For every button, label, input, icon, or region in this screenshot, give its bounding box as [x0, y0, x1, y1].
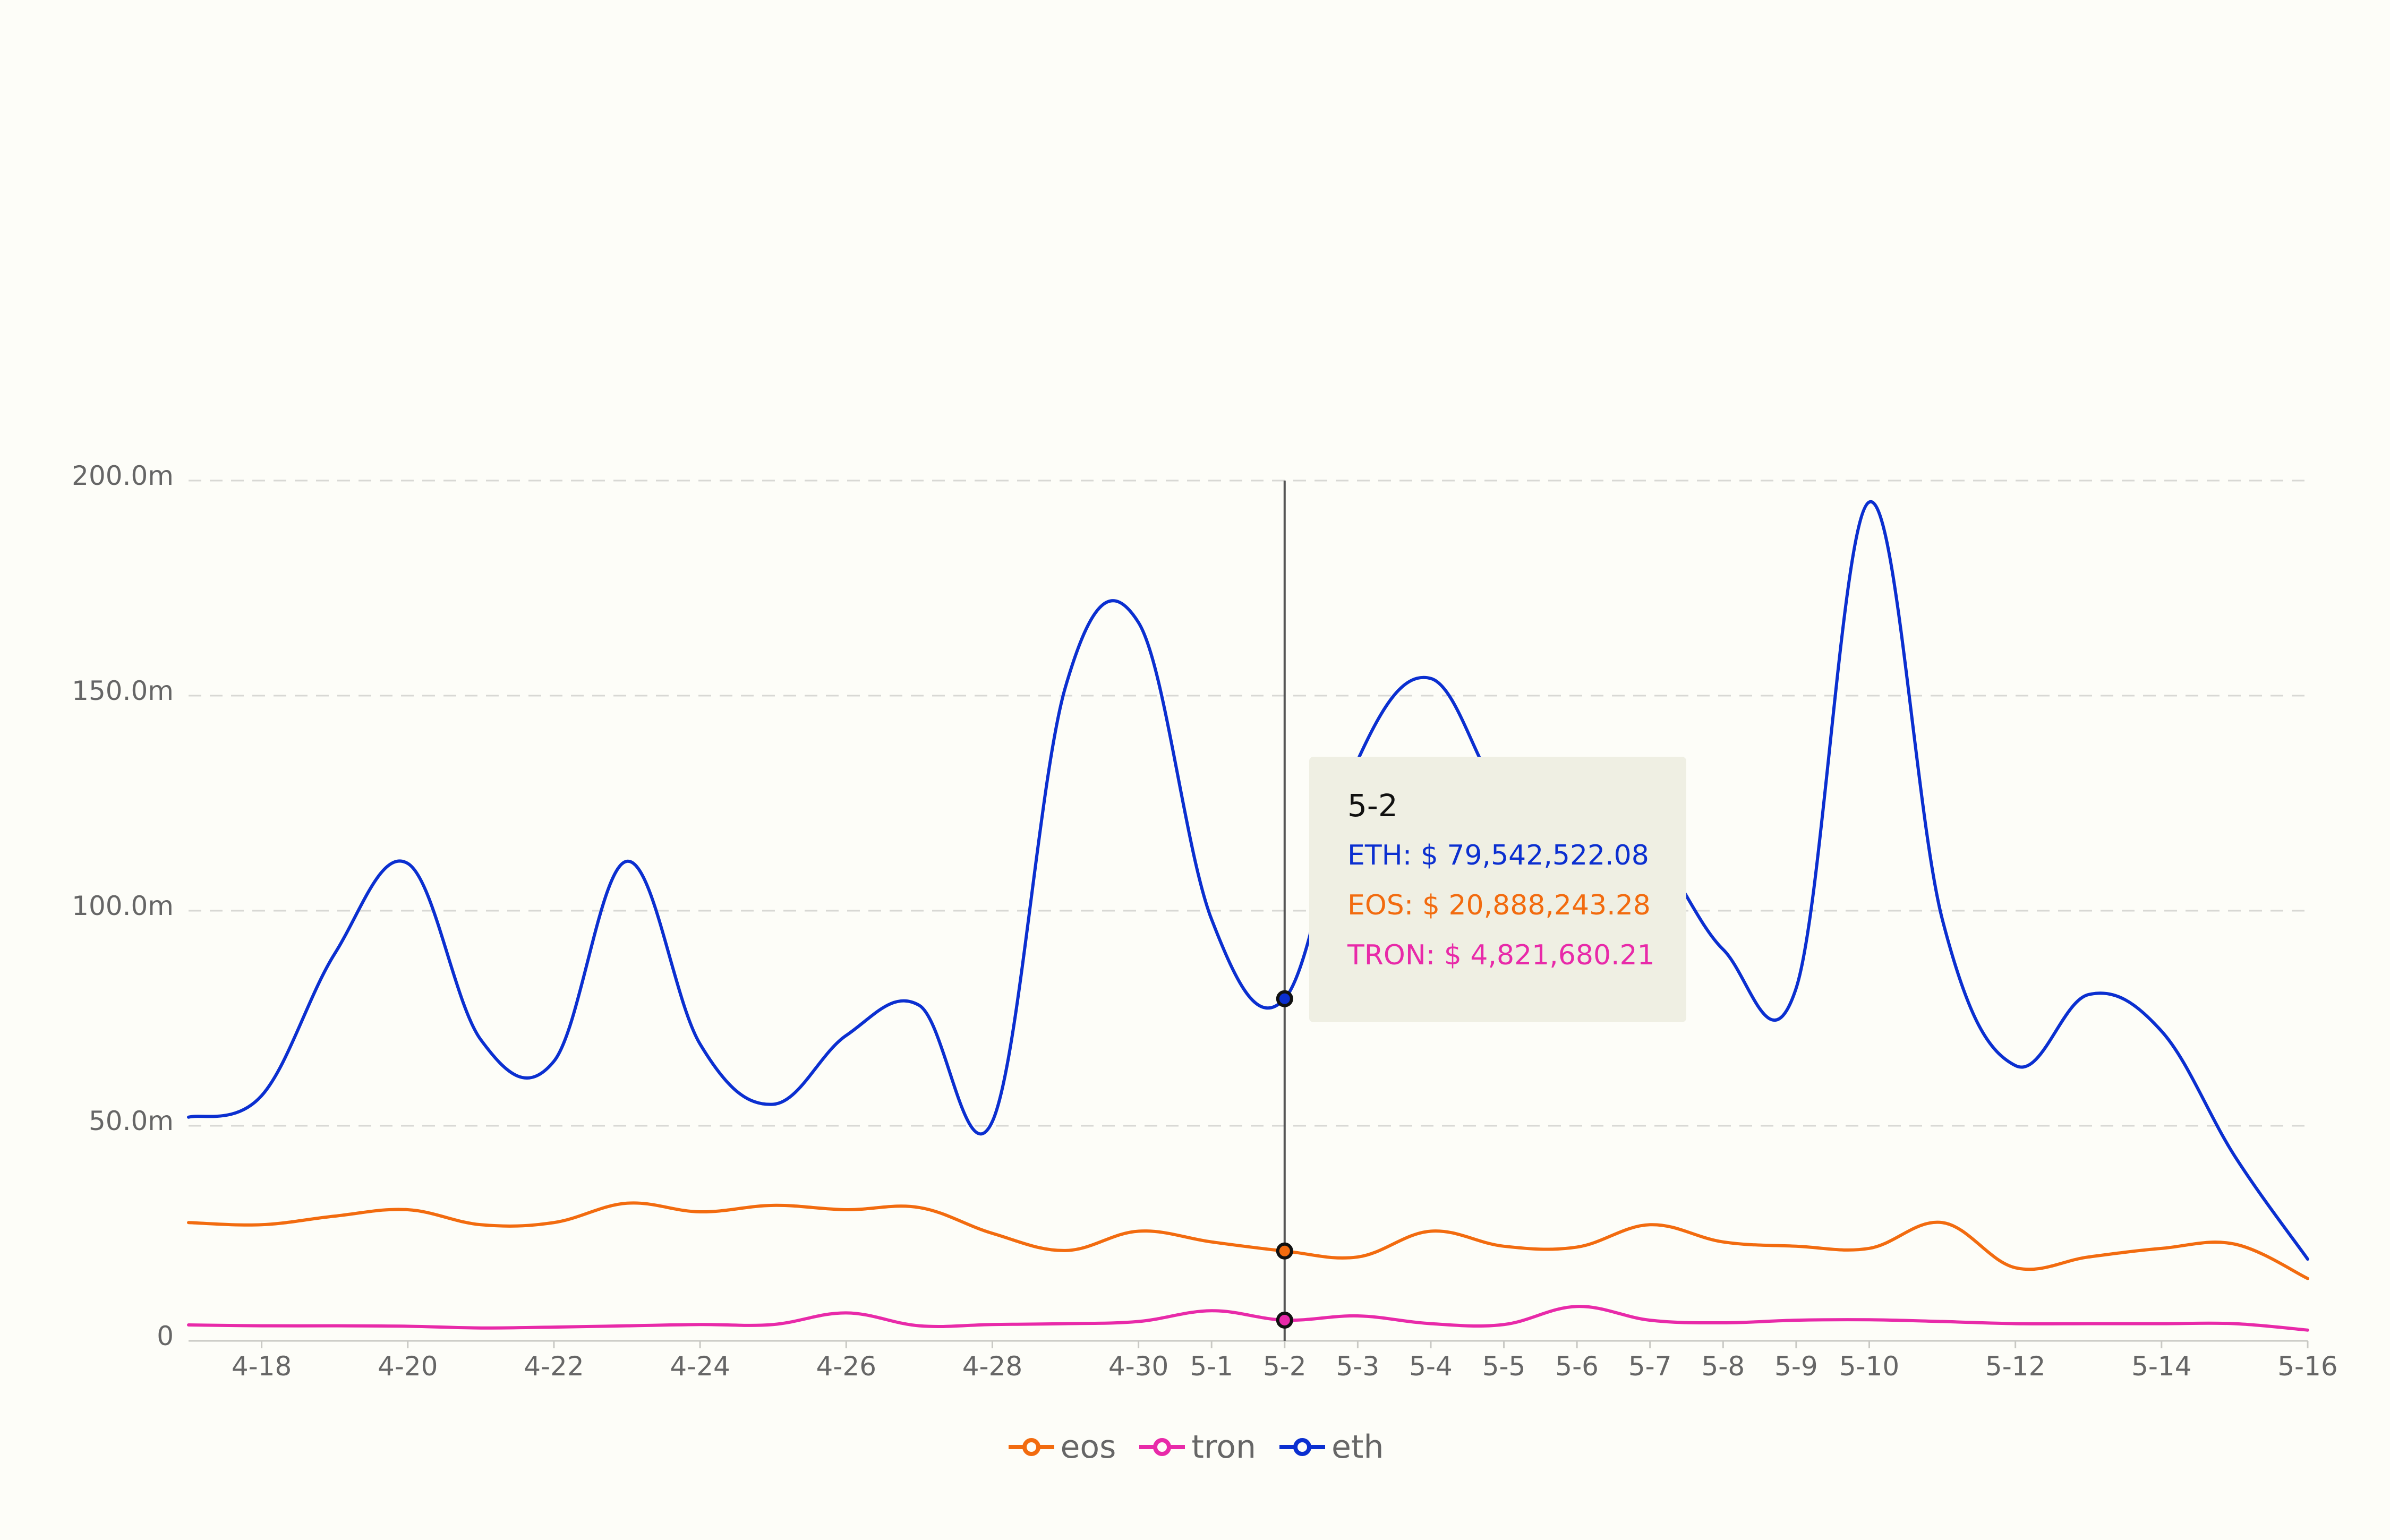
x-tick-label: 4-22 [524, 1351, 584, 1382]
x-tick-label: 5-14 [2131, 1351, 2191, 1382]
legend-tron-swatch-dot [1153, 1438, 1172, 1456]
hover-indicator [1276, 481, 1293, 1341]
series-line-eos [187, 1201, 2309, 1280]
hover-point-eos [1276, 1242, 1293, 1260]
y-tick-label: 50.0m [89, 1106, 174, 1136]
legend-label-tron: tron [1191, 1428, 1257, 1466]
legend-item-eos[interactable]: eos [1006, 1428, 1116, 1466]
series-lines[interactable] [187, 500, 2309, 1332]
legend-eos-icon [1008, 1438, 1054, 1456]
x-tick-label: 5-9 [1774, 1351, 1818, 1382]
legend-tron-icon [1139, 1438, 1185, 1456]
tooltip-row-eth: ETH: $ 79,542,522.08 [1347, 840, 1649, 871]
series-line-tron [187, 1305, 2309, 1332]
x-axis: 4-18 4-20 4-22 4-24 4-26 4-28 4-30 5-1 5-2 5-3 5-4… [189, 1340, 2338, 1382]
grid-lines [189, 480, 2308, 1127]
x-tick-label: 5-4 [1409, 1351, 1453, 1382]
hover-point-eth [1276, 990, 1293, 1007]
x-tick-label: 4-26 [816, 1351, 876, 1382]
legend-item-tron[interactable]: tron [1137, 1428, 1256, 1466]
x-tick-label: 5-1 [1190, 1351, 1233, 1382]
y-tick-label: 150.0m [72, 675, 174, 706]
legend-eth-swatch-dot [1293, 1438, 1312, 1456]
legend-label-eos: eos [1060, 1428, 1116, 1466]
legend-eos-swatch-dot [1022, 1438, 1040, 1456]
x-tick-label: 4-18 [232, 1351, 292, 1382]
y-tick-label: 0 [157, 1321, 174, 1351]
x-tick-label: 4-30 [1108, 1351, 1168, 1382]
series-line-eth [187, 500, 2309, 1261]
x-tick-label: 4-28 [962, 1351, 1022, 1382]
y-tick-label: 200.0m [72, 460, 174, 491]
legend-item-eth[interactable]: eth [1277, 1428, 1384, 1466]
y-axis-ticks: 0 50.0m 100.0m 150.0m 200.0m [72, 460, 174, 1351]
x-tick-label: 5-16 [2277, 1351, 2337, 1382]
x-tick-label: 5-3 [1336, 1351, 1380, 1382]
x-tick-label: 4-20 [378, 1351, 438, 1382]
tooltip-row-tron: TRON: $ 4,821,680.21 [1347, 939, 1655, 971]
x-tick-label: 5-5 [1482, 1351, 1526, 1382]
x-tick-label: 5-8 [1701, 1351, 1745, 1382]
y-tick-label: 100.0m [72, 891, 174, 921]
x-tick-label: 5-6 [1555, 1351, 1599, 1382]
tooltip-row-eos: EOS: $ 20,888,243.28 [1347, 889, 1651, 921]
x-tick-label: 5-7 [1628, 1351, 1672, 1382]
x-tick-label: 5-10 [1839, 1351, 1899, 1382]
x-tick-label: 5-12 [1985, 1351, 2045, 1382]
x-tick-label: 4-24 [670, 1351, 730, 1382]
tooltip: 5-2 ETH: $ 79,542,522.08 EOS: $ 20,888,2… [1309, 757, 1686, 1022]
tooltip-title: 5-2 [1347, 788, 1398, 824]
legend-eth-icon [1279, 1438, 1326, 1456]
legend-label-eth: eth [1331, 1428, 1384, 1466]
legend: eos tron eth [0, 1428, 2390, 1466]
hover-point-tron [1276, 1311, 1293, 1329]
x-tick-label: 5-2 [1263, 1351, 1307, 1382]
